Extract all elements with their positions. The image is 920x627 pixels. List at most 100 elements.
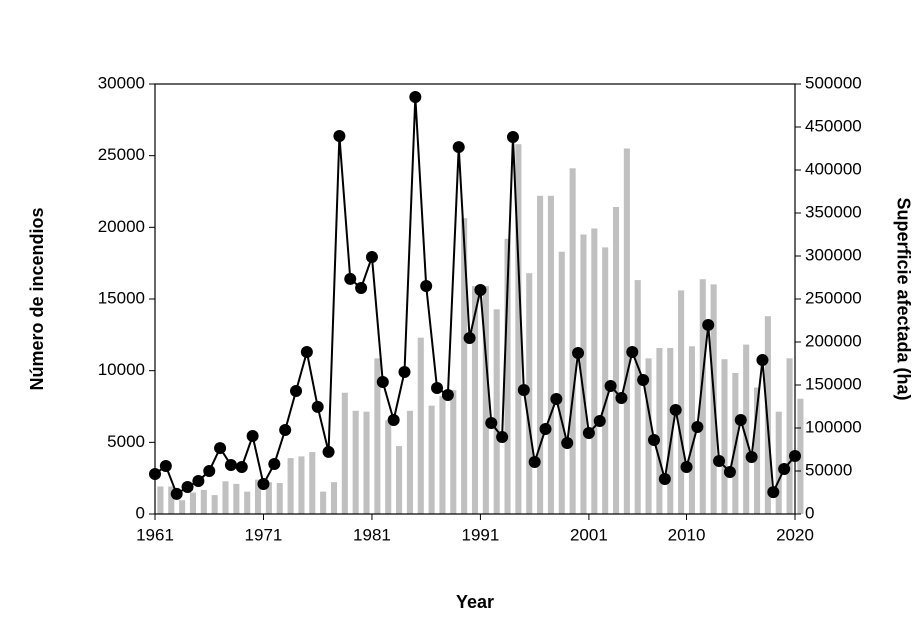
- y2-tick-label: 250000: [805, 288, 862, 307]
- marker: [355, 281, 368, 294]
- marker: [517, 384, 530, 397]
- bar: [591, 228, 598, 515]
- bar: [341, 392, 348, 514]
- bar: [537, 195, 544, 515]
- marker: [322, 445, 335, 458]
- bar: [602, 247, 609, 514]
- bar: [569, 168, 576, 514]
- marker: [745, 450, 758, 463]
- bar: [255, 479, 262, 514]
- marker: [224, 458, 237, 471]
- marker: [409, 91, 422, 104]
- marker: [344, 272, 357, 285]
- y2-tick-label: 350000: [805, 202, 862, 221]
- bar: [352, 410, 359, 514]
- marker: [626, 346, 639, 359]
- bar: [688, 346, 695, 514]
- marker: [561, 437, 574, 450]
- marker: [257, 478, 270, 491]
- bar: [547, 195, 554, 515]
- bar: [743, 344, 750, 514]
- bar: [276, 483, 283, 514]
- bar: [417, 337, 424, 514]
- x-tick-label: 2001: [570, 525, 608, 544]
- marker: [170, 487, 183, 500]
- bar: [656, 348, 663, 514]
- y2-tick-label: 300000: [805, 245, 862, 264]
- bar: [200, 489, 207, 514]
- marker: [702, 318, 715, 331]
- y2-tick-label: 500000: [805, 73, 862, 92]
- y-tick-label: 25000: [98, 145, 145, 164]
- marker: [528, 455, 541, 468]
- bar: [428, 405, 435, 514]
- x-tick-label: 1981: [353, 525, 391, 544]
- bar: [189, 492, 197, 514]
- marker: [214, 442, 227, 455]
- bar: [612, 206, 620, 515]
- bar: [287, 458, 294, 514]
- marker: [268, 457, 281, 470]
- bar: [461, 218, 468, 514]
- marker: [290, 385, 303, 398]
- bar: [699, 279, 706, 514]
- bar: [179, 500, 186, 514]
- marker: [246, 430, 259, 443]
- marker: [279, 424, 292, 437]
- bar: [168, 486, 175, 514]
- bar: [645, 358, 652, 514]
- bar: [623, 148, 630, 514]
- marker: [485, 416, 498, 429]
- bar: [298, 456, 305, 514]
- bar: [222, 481, 229, 514]
- bar: [406, 410, 413, 514]
- x-tick-label: 1961: [136, 525, 174, 544]
- marker: [365, 251, 378, 264]
- marker: [658, 473, 671, 486]
- marker: [398, 365, 411, 378]
- bar: [439, 396, 446, 514]
- marker: [311, 400, 324, 413]
- bar: [580, 234, 587, 514]
- bar: [493, 309, 500, 514]
- bar: [753, 387, 761, 514]
- marker: [723, 466, 736, 479]
- bar: [786, 358, 793, 514]
- marker: [789, 449, 801, 462]
- bar: [634, 280, 641, 514]
- y-tick-label: 20000: [98, 217, 145, 236]
- y2-tick-label: 150000: [805, 374, 862, 393]
- y2-axis-title: Superficie afectada (ha): [893, 197, 913, 400]
- marker: [203, 465, 216, 477]
- bar: [721, 359, 728, 514]
- bar: [396, 446, 403, 514]
- marker: [582, 427, 595, 440]
- y2-tick-label: 400000: [805, 159, 862, 178]
- marker: [778, 462, 791, 475]
- marker: [452, 141, 465, 154]
- marker: [550, 393, 563, 406]
- bar: [309, 452, 316, 514]
- bar: [211, 495, 218, 514]
- y2-tick-label: 450000: [805, 116, 862, 135]
- x-tick-label: 2020: [776, 525, 814, 544]
- marker: [615, 392, 628, 405]
- bar: [374, 358, 381, 514]
- marker: [713, 454, 726, 467]
- marker: [604, 380, 617, 393]
- marker: [496, 431, 509, 444]
- bar: [265, 482, 272, 514]
- x-tick-label: 1991: [462, 525, 500, 544]
- bar: [233, 483, 240, 514]
- y-tick-label: 15000: [98, 288, 145, 307]
- y-axis-title: Número de incendios: [27, 207, 47, 390]
- marker: [192, 475, 205, 488]
- marker: [680, 460, 693, 473]
- y2-tick-label: 50000: [805, 460, 852, 479]
- bar: [471, 286, 479, 514]
- x-tick-label: 1971: [245, 525, 283, 544]
- marker: [333, 130, 346, 143]
- x-axis-title: Year: [456, 592, 494, 612]
- bar: [667, 348, 674, 514]
